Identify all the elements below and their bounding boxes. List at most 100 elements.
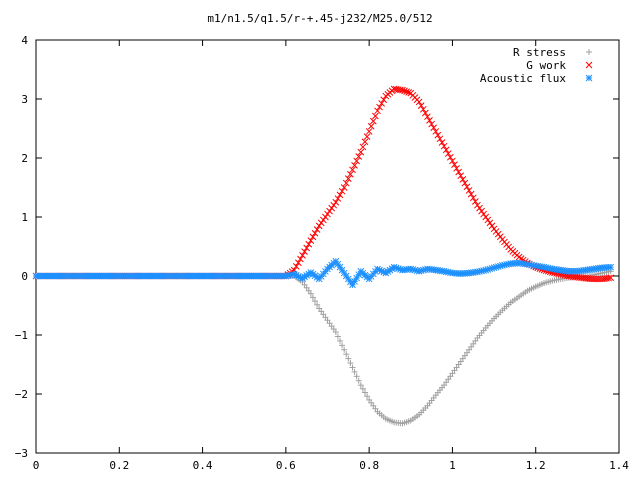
data-point xyxy=(349,364,356,371)
y-tick-label: 2 xyxy=(21,152,28,165)
data-point xyxy=(478,207,485,215)
data-point xyxy=(336,337,343,344)
data-point xyxy=(365,128,373,135)
data-point xyxy=(607,263,615,271)
data-point xyxy=(313,226,321,233)
data-point xyxy=(319,216,327,224)
legend-marker xyxy=(585,61,593,69)
data-point xyxy=(338,187,346,195)
series-g-work xyxy=(32,85,615,283)
x-tick-label: 0.8 xyxy=(359,459,379,472)
data-point xyxy=(469,194,477,202)
plot-frame xyxy=(35,39,620,454)
x-tick-label: 0 xyxy=(33,459,40,472)
data-point xyxy=(315,222,323,230)
x-tick-label: 1.4 xyxy=(609,459,629,472)
data-point xyxy=(474,201,481,209)
data-point xyxy=(419,105,427,113)
data-point xyxy=(442,146,450,154)
data-point xyxy=(307,237,315,244)
data-point xyxy=(434,131,442,139)
data-point xyxy=(326,207,333,215)
data-point xyxy=(453,164,460,172)
y-tick-label: −1 xyxy=(15,329,28,342)
legend-marker xyxy=(585,74,593,82)
data-point xyxy=(355,377,362,384)
data-point xyxy=(297,255,304,263)
data-point xyxy=(345,355,352,362)
data-point xyxy=(397,86,404,94)
x-tick-label: 0.6 xyxy=(276,459,296,472)
data-point xyxy=(405,89,413,96)
data-point xyxy=(480,210,488,218)
data-point xyxy=(307,290,314,297)
data-point xyxy=(330,201,338,209)
data-point xyxy=(305,240,313,248)
data-point xyxy=(342,179,350,187)
data-point xyxy=(312,298,319,305)
data-point xyxy=(361,389,368,396)
y-tick-label: −2 xyxy=(15,388,28,401)
data-point xyxy=(317,219,325,227)
data-point xyxy=(446,153,454,161)
data-point xyxy=(299,251,306,259)
data-point xyxy=(415,98,423,106)
data-point xyxy=(444,150,452,157)
data-point xyxy=(343,351,350,358)
legend-label: Acoustic flux xyxy=(480,72,566,85)
data-point xyxy=(347,170,354,178)
series-acoustic-flux xyxy=(32,257,615,289)
data-point xyxy=(340,184,348,191)
data-point xyxy=(428,120,435,128)
data-point xyxy=(324,210,331,218)
data-point xyxy=(417,102,425,109)
data-point xyxy=(376,103,383,111)
data-point xyxy=(367,122,375,130)
data-point xyxy=(344,175,352,183)
data-point xyxy=(463,183,471,191)
data-point xyxy=(363,133,371,140)
data-point xyxy=(401,87,408,95)
data-point xyxy=(361,138,369,146)
data-point xyxy=(301,248,308,256)
data-point xyxy=(353,157,361,165)
data-point xyxy=(465,187,473,194)
data-point xyxy=(341,346,348,353)
data-point xyxy=(399,86,406,94)
data-point xyxy=(422,109,429,117)
x-tick-label: 1.2 xyxy=(526,459,546,472)
data-point xyxy=(339,342,346,349)
data-point xyxy=(328,204,336,212)
data-point xyxy=(607,274,615,282)
data-point xyxy=(455,168,463,176)
data-point xyxy=(378,100,385,107)
data-point xyxy=(372,112,379,120)
data-point xyxy=(605,274,612,282)
data-point xyxy=(467,190,475,198)
y-tick-label: −3 xyxy=(15,447,28,460)
data-point xyxy=(351,368,358,375)
data-point xyxy=(482,213,490,221)
data-point xyxy=(334,195,342,202)
data-point xyxy=(334,333,341,340)
data-point xyxy=(426,117,433,124)
data-point xyxy=(359,385,366,392)
data-point xyxy=(359,143,367,151)
y-tick-label: 1 xyxy=(21,211,28,224)
data-point xyxy=(347,360,354,367)
data-point xyxy=(336,191,344,199)
data-point xyxy=(369,117,377,125)
legend-label: R stress xyxy=(513,46,566,59)
series-r-stress xyxy=(33,268,614,427)
series-layer xyxy=(32,85,615,427)
data-point xyxy=(332,329,339,336)
data-point xyxy=(314,301,321,308)
x-tick-label: 0.4 xyxy=(193,459,213,472)
legend-marker xyxy=(586,49,592,55)
y-tick-label: 4 xyxy=(21,34,28,47)
data-point xyxy=(380,96,388,104)
data-point xyxy=(476,204,483,212)
data-point xyxy=(294,259,302,267)
data-point xyxy=(349,166,356,174)
